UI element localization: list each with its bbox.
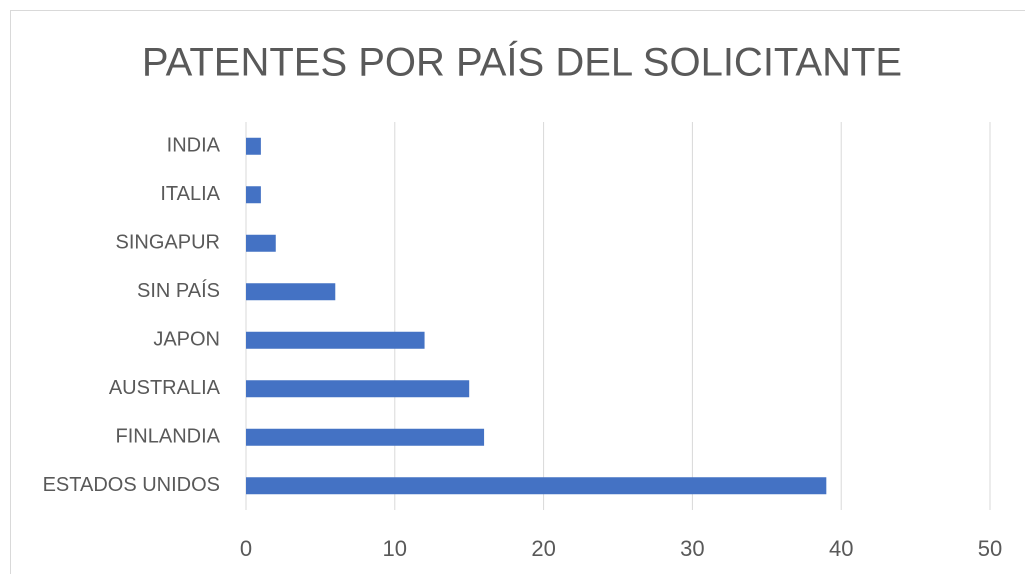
y-tick-label: INDIA [167, 135, 221, 157]
x-tick-label: 40 [829, 536, 853, 561]
bar [246, 331, 425, 349]
x-tick-label: 20 [531, 536, 555, 561]
y-tick-label: AUSTRALIA [109, 377, 221, 399]
bar [246, 477, 827, 495]
x-tick-label: 0 [240, 536, 252, 561]
bar [246, 380, 470, 398]
chart-title: PATENTES POR PAÍS DEL SOLICITANTE [142, 40, 902, 85]
bar [246, 137, 261, 155]
y-tick-label: FINLANDIA [116, 426, 221, 448]
y-tick-label: ESTADOS UNIDOS [43, 474, 220, 496]
y-tick-label: SINGAPUR [116, 232, 220, 254]
x-tick-label: 50 [978, 536, 1002, 561]
y-tick-label: JAPON [153, 329, 220, 351]
y-tick-label: SIN PAÍS [137, 279, 220, 302]
bar [246, 283, 336, 301]
bar [246, 428, 485, 446]
x-tick-label: 10 [383, 536, 407, 561]
y-tick-label: ITALIA [160, 183, 220, 205]
bar [246, 234, 276, 252]
x-tick-label: 30 [680, 536, 704, 561]
bar [246, 186, 261, 204]
